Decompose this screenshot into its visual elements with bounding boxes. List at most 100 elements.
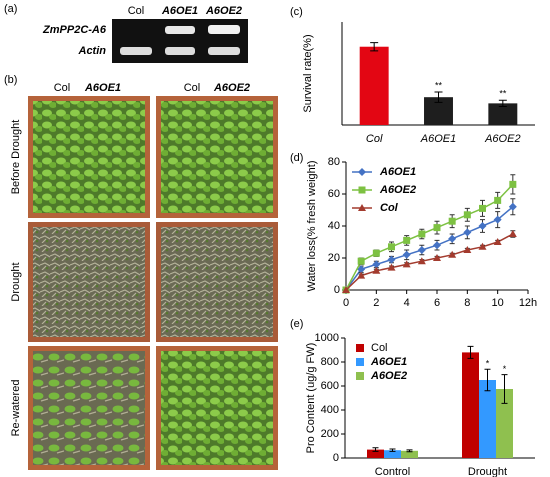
marker [417, 257, 426, 265]
marker [372, 266, 381, 274]
panel-label: (a) [4, 3, 17, 15]
y-tick-label: 80 [328, 156, 340, 168]
marker [494, 196, 502, 204]
bar [384, 450, 401, 458]
x-tick-label: Col [366, 133, 383, 145]
y-tick-label: 40 [328, 220, 340, 232]
gel-band [165, 26, 195, 34]
error-bar [484, 368, 491, 392]
marker [418, 230, 426, 238]
photo [161, 227, 273, 337]
marker [478, 242, 487, 250]
photos [28, 96, 278, 470]
bar [479, 380, 496, 458]
marker [388, 243, 395, 251]
marker [358, 186, 366, 194]
photo-row-label: Re-watered [10, 380, 22, 437]
x-tick-label: Control [375, 466, 410, 477]
y-tick-label: 1000 [315, 332, 339, 344]
y-tick-label: 600 [321, 380, 339, 392]
marker [493, 238, 502, 245]
x-tick-label: 2 [373, 297, 379, 309]
y-axis-label: Survival rate(%) [302, 34, 314, 112]
legend-label: A6OE1 [379, 166, 416, 178]
error-bar [498, 99, 507, 107]
legend-label: A6OE2 [370, 370, 407, 382]
annotation: * [503, 364, 507, 374]
photo-row-label: Drought [10, 262, 22, 301]
x-tick-label: 10 [492, 297, 504, 309]
marker [402, 250, 411, 259]
panel-label: (c) [290, 6, 303, 18]
marker [448, 250, 457, 258]
annotation: ** [499, 89, 507, 99]
error-bar [370, 42, 379, 52]
x-tick-label: 12h [519, 297, 537, 309]
bar [462, 352, 479, 458]
x-tick-label: 4 [404, 297, 410, 309]
error-bar [389, 448, 396, 452]
x-tick-label: A6OE1 [420, 133, 456, 145]
gel-band [120, 47, 152, 55]
marker [433, 224, 441, 232]
marker [402, 260, 411, 268]
legend-label: Col [380, 202, 399, 214]
gel-band [208, 47, 240, 55]
x-tick-label: 6 [434, 297, 440, 309]
y-tick-label: 200 [321, 428, 339, 440]
marker [417, 246, 426, 254]
marker [463, 228, 472, 237]
y-tick-label: 0 [333, 452, 339, 464]
y-axis-label: Water loss(% fresh weight) [306, 160, 318, 291]
photo [161, 101, 273, 213]
photo-label: Col [184, 82, 201, 94]
legend-label: A6OE1 [370, 356, 407, 368]
photo [33, 101, 145, 213]
bar [488, 103, 518, 125]
lane-label: Col [128, 5, 145, 17]
y-tick-label: 0 [334, 284, 340, 296]
marker [342, 286, 350, 293]
x-tick-label: Drought [468, 466, 507, 477]
marker [358, 168, 366, 176]
legend-swatch [356, 358, 364, 366]
marker [357, 265, 366, 274]
photo-row-label: Before Drought [10, 120, 22, 195]
bar [401, 450, 418, 458]
panel-label: (e) [290, 318, 303, 330]
line [345, 206, 514, 291]
x-tick-label: 0 [343, 297, 349, 309]
y-tick-label: 800 [321, 356, 339, 368]
photo [33, 227, 145, 337]
line [345, 233, 514, 291]
y-tick-label: 400 [321, 404, 339, 416]
marker [357, 271, 366, 279]
row-label: Actin [78, 45, 107, 57]
bar [496, 389, 513, 458]
photo-label: Col [54, 82, 71, 94]
marker [478, 222, 487, 230]
lane-label: A6OE1 [161, 5, 198, 17]
panel-label: (d) [290, 152, 303, 164]
marker [387, 263, 396, 271]
x-tick-label: A6OE2 [484, 133, 520, 145]
y-tick-label: 20 [328, 252, 340, 264]
photo-label: A6OE1 [84, 82, 121, 94]
error-bar [406, 449, 413, 453]
marker [372, 249, 380, 257]
marker [448, 234, 457, 243]
bar [367, 449, 384, 458]
marker [493, 215, 502, 224]
marker [508, 230, 517, 237]
photo [161, 351, 273, 465]
gel-band [165, 47, 195, 55]
marker [357, 257, 365, 265]
photo [33, 351, 145, 465]
legend-label: A6OE2 [379, 184, 416, 196]
legend-swatch [356, 344, 364, 352]
legend-label: Col [371, 342, 388, 354]
legend-swatch [356, 372, 364, 380]
annotation: * [486, 359, 490, 369]
y-axis-label: Pro Content (ug/g FW) [305, 343, 317, 454]
